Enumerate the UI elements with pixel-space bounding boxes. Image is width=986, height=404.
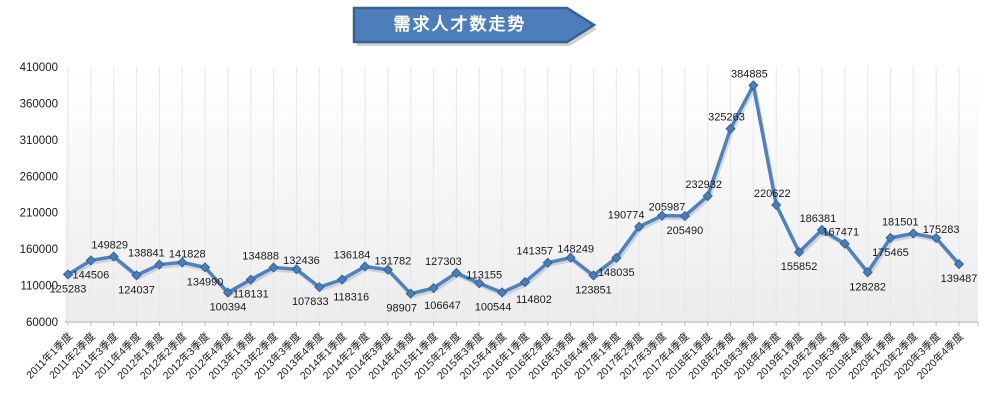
- data-point-value-label: 186381: [800, 213, 837, 225]
- data-point-marker: [611, 252, 622, 263]
- data-point-marker: [222, 287, 233, 298]
- data-point-marker: [908, 228, 919, 239]
- data-point-value-label: 141357: [516, 246, 553, 258]
- data-point-value-label: 113155: [466, 269, 502, 281]
- data-point-marker: [85, 255, 96, 266]
- data-point-marker: [62, 269, 74, 280]
- data-point-value-label: 149829: [91, 240, 128, 252]
- data-point-marker: [291, 264, 302, 275]
- data-point-value-label: 118131: [233, 289, 269, 301]
- data-point-marker: [337, 274, 348, 285]
- data-point-marker: [451, 267, 462, 279]
- title-banner: 需求人才数走势: [352, 6, 602, 50]
- data-point-marker: [702, 190, 713, 202]
- y-axis-tick-label: 110000: [20, 281, 58, 293]
- data-point-marker: [474, 278, 485, 289]
- data-point-marker: [428, 282, 439, 294]
- data-point-marker: [200, 262, 211, 273]
- data-point-value-label: 205490: [666, 225, 703, 237]
- data-point-value-label: 98907: [386, 303, 417, 315]
- data-point-value-label: 144506: [72, 269, 109, 281]
- data-point-value-label: 136184: [334, 249, 371, 261]
- data-point-marker: [565, 252, 576, 263]
- data-point-value-label: 100394: [210, 302, 247, 314]
- data-point-value-label: 167471: [822, 227, 859, 239]
- data-point-marker: [245, 274, 256, 285]
- data-point-marker: [177, 257, 188, 268]
- data-point-marker: [131, 270, 142, 281]
- data-point-value-label: 148249: [557, 244, 594, 256]
- data-point-marker: [862, 267, 873, 278]
- data-point-value-label: 107833: [292, 296, 329, 308]
- data-point-marker: [679, 210, 690, 222]
- data-point-value-label: 190774: [608, 210, 645, 222]
- data-point-value-label: 141828: [169, 248, 206, 260]
- data-point-value-label: 139487: [941, 273, 978, 285]
- data-point-marker: [816, 224, 827, 235]
- data-point-marker: [634, 221, 645, 232]
- chart-title: 需求人才数走势: [393, 15, 527, 34]
- y-axis-tick-label: 210000: [20, 208, 58, 220]
- y-axis-tick-label: 410000: [20, 62, 58, 74]
- data-point-value-label: 205987: [649, 202, 686, 214]
- data-point-value-label: 128282: [849, 281, 886, 293]
- data-point-value-label: 100544: [475, 301, 512, 313]
- data-point-value-label: 232932: [685, 179, 722, 191]
- y-axis-tick-label: 360000: [20, 98, 58, 110]
- data-point-marker: [839, 238, 850, 249]
- y-axis-tick-label: 310000: [20, 135, 58, 147]
- data-point-value-label: 325263: [708, 112, 745, 124]
- data-point-marker: [953, 259, 965, 270]
- data-point-value-label: 181501: [882, 216, 919, 228]
- data-point-value-label: 131782: [374, 256, 411, 268]
- data-point-value-label: 220622: [754, 188, 791, 200]
- banner-arrow-shape: [352, 6, 597, 44]
- data-point-marker: [382, 264, 393, 275]
- data-point-marker: [885, 232, 896, 243]
- data-point-marker: [154, 259, 165, 270]
- data-point-value-label: 106647: [424, 300, 461, 312]
- data-point-value-label: 175465: [872, 247, 909, 259]
- data-point-marker: [314, 282, 325, 293]
- data-point-value-label: 384885: [731, 68, 768, 80]
- data-point-marker: [725, 123, 736, 134]
- data-point-value-label: 132436: [283, 255, 320, 267]
- data-point-marker: [542, 257, 553, 268]
- data-point-marker: [497, 287, 508, 298]
- data-point-marker: [359, 261, 371, 272]
- data-point-marker: [748, 80, 759, 91]
- data-point-marker: [268, 262, 279, 273]
- data-point-value-label: 114802: [516, 294, 552, 306]
- data-point-marker: [108, 251, 119, 262]
- data-point-value-label: 175283: [923, 224, 960, 236]
- data-point-value-label: 134888: [242, 250, 279, 262]
- data-point-value-label: 134990: [187, 276, 224, 288]
- data-point-marker: [931, 232, 942, 244]
- data-point-marker: [519, 277, 530, 288]
- data-point-value-label: 138841: [128, 248, 165, 260]
- data-point-marker: [405, 288, 416, 299]
- data-point-value-label: 127303: [425, 256, 462, 268]
- data-point-marker: [588, 270, 599, 281]
- data-point-value-label: 118316: [333, 292, 369, 304]
- data-point-value-label: 123851: [575, 284, 612, 296]
- y-axis-tick-label: 260000: [20, 171, 58, 183]
- data-point-value-label: 148035: [598, 267, 635, 279]
- data-point-marker: [771, 199, 782, 211]
- data-point-marker: [656, 210, 668, 221]
- trend-line: [66, 83, 961, 296]
- data-point-marker: [794, 247, 805, 258]
- data-point-value-label: 155852: [781, 261, 818, 273]
- data-point-value-label: 124037: [118, 284, 155, 296]
- y-axis-tick-label: 60000: [26, 317, 58, 329]
- y-axis-tick-label: 160000: [20, 244, 58, 256]
- data-point-value-label: 125283: [50, 283, 87, 295]
